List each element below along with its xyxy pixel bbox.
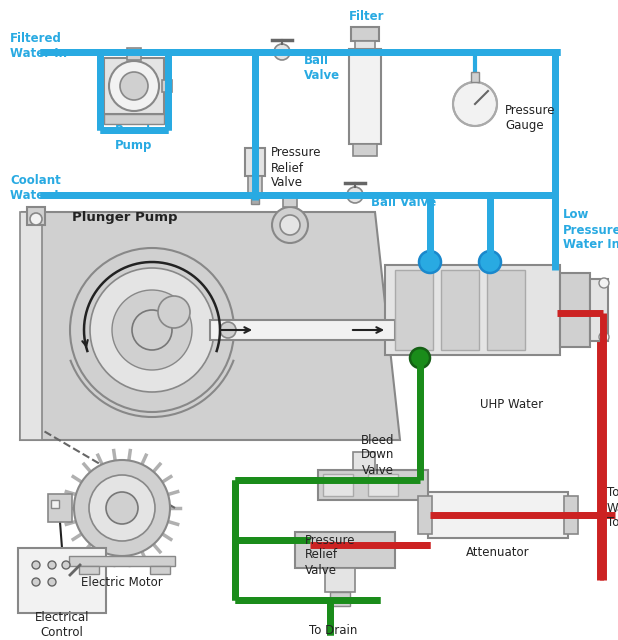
Bar — [283, 193, 297, 207]
Circle shape — [410, 348, 430, 368]
Bar — [441, 270, 479, 350]
Bar — [349, 49, 381, 144]
Text: Ball Valve: Ball Valve — [371, 196, 436, 209]
Bar — [18, 548, 106, 613]
Text: Pressure
Gauge: Pressure Gauge — [505, 104, 556, 132]
Bar — [210, 320, 395, 340]
Text: Electrical
Control: Electrical Control — [35, 611, 89, 639]
Circle shape — [599, 278, 609, 288]
Bar — [487, 270, 525, 350]
Circle shape — [272, 207, 308, 243]
Text: Boost
Pump: Boost Pump — [115, 124, 153, 152]
Text: To Drain: To Drain — [309, 623, 357, 637]
Circle shape — [479, 251, 501, 273]
Bar — [245, 148, 265, 176]
Circle shape — [90, 268, 214, 392]
Circle shape — [453, 82, 497, 126]
Bar — [330, 592, 350, 606]
Circle shape — [120, 72, 148, 100]
Bar — [351, 27, 379, 41]
Bar — [325, 568, 355, 592]
Bar — [104, 114, 164, 124]
Bar — [79, 566, 99, 574]
Text: Pressure
Relief
Valve: Pressure Relief Valve — [271, 147, 321, 189]
Bar — [385, 265, 560, 355]
Bar — [295, 532, 395, 568]
Circle shape — [30, 213, 42, 225]
Circle shape — [274, 44, 290, 60]
Text: Attenuator: Attenuator — [466, 545, 530, 559]
Circle shape — [74, 460, 170, 556]
Circle shape — [132, 310, 172, 350]
Circle shape — [280, 215, 300, 235]
Text: To
Water
Tool: To Water Tool — [607, 486, 618, 529]
Text: Low
Pressure
Water In: Low Pressure Water In — [563, 209, 618, 252]
Text: Coolant
Water In: Coolant Water In — [10, 174, 67, 202]
Text: Filter: Filter — [349, 10, 385, 24]
Text: Electric Motor: Electric Motor — [81, 575, 163, 589]
Circle shape — [220, 322, 236, 338]
Bar — [471, 72, 479, 82]
Bar — [27, 207, 45, 225]
Circle shape — [599, 332, 609, 342]
Polygon shape — [20, 212, 400, 440]
Text: Pressure
Relief
Valve: Pressure Relief Valve — [305, 534, 355, 577]
Circle shape — [48, 561, 56, 569]
Circle shape — [89, 475, 155, 541]
Text: Filtered
Water In: Filtered Water In — [10, 32, 67, 60]
Bar — [355, 41, 375, 49]
Bar — [318, 470, 428, 500]
Circle shape — [158, 296, 190, 328]
Bar — [353, 452, 375, 470]
Circle shape — [32, 578, 40, 586]
Text: Bleed
Down
Valve: Bleed Down Valve — [362, 433, 395, 477]
Bar — [418, 496, 432, 534]
Circle shape — [62, 561, 70, 569]
Bar — [248, 176, 262, 196]
Text: Ball
Valve: Ball Valve — [304, 54, 340, 82]
Bar — [368, 474, 398, 496]
Bar — [395, 270, 433, 350]
Bar — [590, 279, 608, 341]
Circle shape — [48, 578, 56, 586]
Bar — [127, 48, 141, 60]
Bar — [104, 58, 164, 114]
Bar — [428, 492, 568, 538]
Circle shape — [109, 61, 159, 111]
Bar — [564, 496, 578, 534]
Circle shape — [106, 492, 138, 524]
Bar — [162, 80, 172, 92]
Bar — [251, 196, 259, 204]
Circle shape — [347, 187, 363, 203]
Bar — [150, 566, 170, 574]
Circle shape — [70, 248, 234, 412]
Bar — [48, 494, 72, 522]
Bar — [69, 556, 175, 566]
Bar — [323, 474, 353, 496]
Bar — [51, 500, 59, 508]
Bar — [560, 273, 590, 347]
Bar — [166, 304, 182, 320]
Text: UHP Water: UHP Water — [480, 399, 543, 412]
Circle shape — [419, 251, 441, 273]
Circle shape — [32, 561, 40, 569]
Bar — [20, 212, 42, 440]
Bar — [353, 144, 377, 156]
Text: Plunger Pump: Plunger Pump — [72, 211, 177, 225]
Circle shape — [112, 290, 192, 370]
